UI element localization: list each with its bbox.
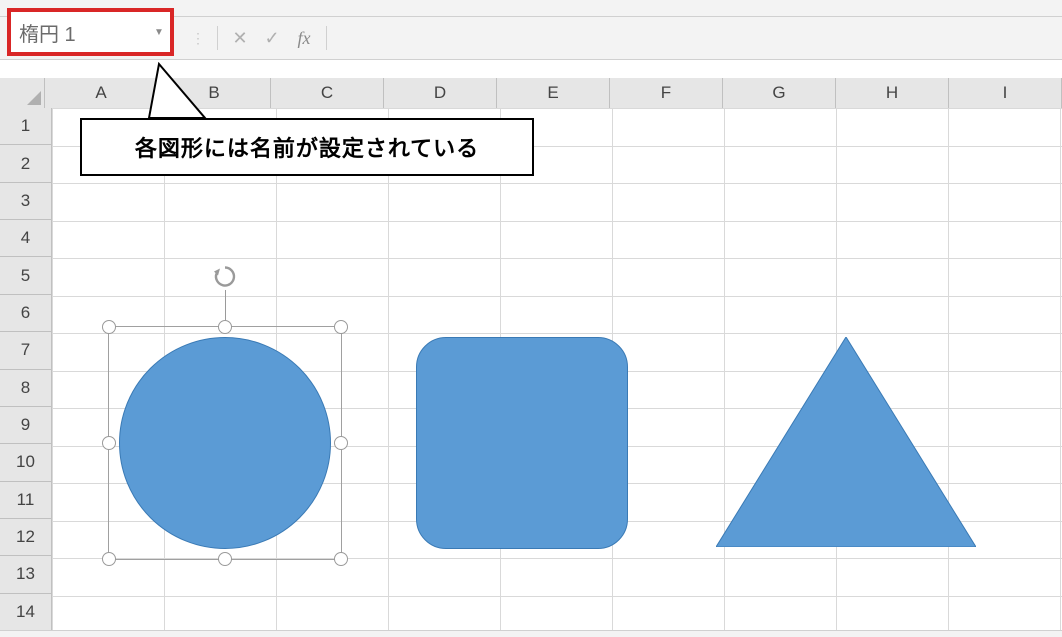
row-header[interactable]: 3: [0, 183, 52, 220]
row-header[interactable]: 11: [0, 482, 52, 519]
row-header[interactable]: 10: [0, 444, 52, 481]
column-header[interactable]: D: [384, 78, 497, 109]
column-header[interactable]: C: [271, 78, 384, 109]
callout-tail: [147, 62, 207, 122]
row-header[interactable]: 13: [0, 556, 52, 593]
column-header[interactable]: E: [497, 78, 610, 109]
row-header[interactable]: 9: [0, 407, 52, 444]
row-header[interactable]: 14: [0, 594, 52, 631]
shape-triangle[interactable]: [716, 337, 976, 547]
shape-rounded-rectangle[interactable]: [416, 337, 628, 549]
column-header[interactable]: H: [836, 78, 949, 109]
row-header[interactable]: 12: [0, 519, 52, 556]
dots-icon: ⋮: [191, 30, 205, 47]
shape-ellipse[interactable]: [119, 337, 331, 549]
row-header[interactable]: 6: [0, 295, 52, 332]
column-header[interactable]: G: [723, 78, 836, 109]
row-header[interactable]: 8: [0, 370, 52, 407]
row-header[interactable]: 2: [0, 145, 52, 182]
divider: [326, 26, 327, 50]
row-header[interactable]: 5: [0, 257, 52, 294]
annotation-callout: 各図形には名前が設定されている: [80, 118, 534, 176]
name-box-highlight: 楕円 1 ▼: [7, 8, 174, 56]
row-header[interactable]: 7: [0, 332, 52, 369]
column-header[interactable]: I: [949, 78, 1062, 109]
column-header[interactable]: F: [610, 78, 723, 109]
enter-icon[interactable]: ✓: [256, 22, 288, 54]
fx-icon[interactable]: fx: [288, 22, 320, 54]
row-header[interactable]: 4: [0, 220, 52, 257]
select-all-corner[interactable]: [0, 78, 45, 109]
row-header-col: 1234567891011121314: [0, 108, 52, 631]
divider: [217, 26, 218, 50]
name-box-dropdown-icon[interactable]: ▼: [148, 12, 170, 52]
callout-text: 各図形には名前が設定されている: [135, 131, 479, 163]
cancel-icon[interactable]: ✕: [224, 22, 256, 54]
name-box[interactable]: 楕円 1: [11, 12, 148, 52]
bottom-edge: [0, 630, 1062, 637]
column-header[interactable]: A: [45, 78, 158, 109]
row-header[interactable]: 1: [0, 108, 52, 145]
